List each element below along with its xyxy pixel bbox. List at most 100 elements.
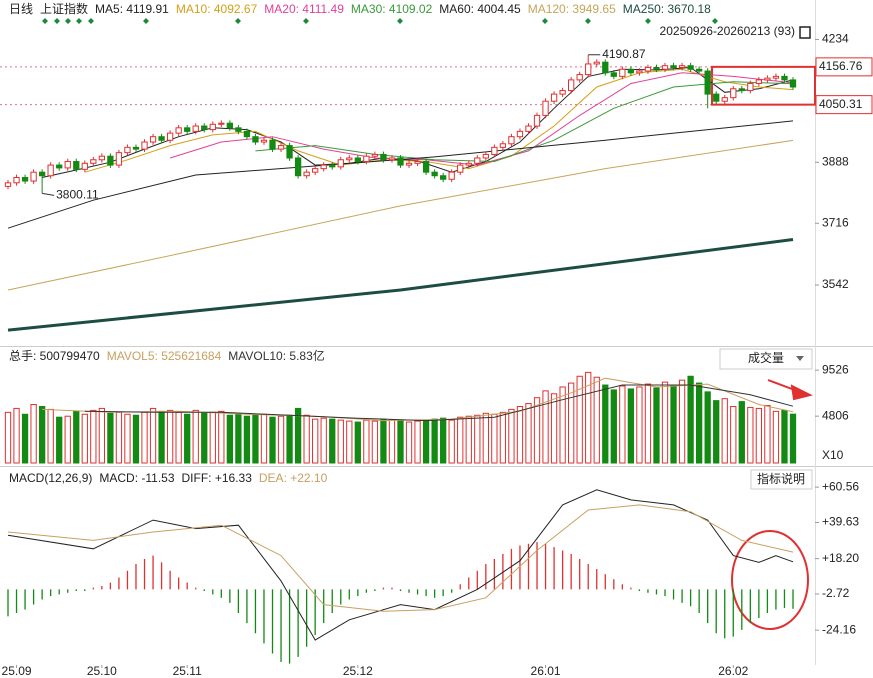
- volume-bar: [175, 411, 182, 464]
- volume-bar: [98, 407, 106, 464]
- annotation-leader: [42, 192, 55, 196]
- volume-bar: [713, 400, 720, 464]
- y-tick-label: +60.56: [822, 479, 859, 493]
- header-item: MA5: 4119.91: [95, 2, 169, 16]
- volume-dropdown-label[interactable]: 成交量: [748, 350, 784, 365]
- candle-body: [158, 136, 165, 141]
- series-line: [84, 68, 794, 173]
- header-item: DEA: +22.10: [259, 471, 328, 485]
- volume-bar: [687, 375, 694, 464]
- volume-bar: [781, 409, 788, 464]
- header-item: DIFF: +16.33: [182, 471, 253, 485]
- volume-bar: [440, 417, 447, 464]
- volume-bar: [38, 405, 46, 464]
- volume-bar: [184, 413, 191, 464]
- volume-bar: [576, 375, 583, 464]
- candle-body: [277, 145, 285, 150]
- candle-body: [175, 127, 182, 134]
- volume-bar: [90, 409, 97, 464]
- volume-bar: [115, 411, 123, 464]
- volume-bar: [354, 421, 361, 464]
- range-label: 20250926-20260213 (93): [660, 24, 795, 38]
- y-tick-label: +39.63: [822, 515, 859, 529]
- candle-body: [397, 157, 404, 166]
- volume-bar: [508, 408, 515, 464]
- candle-body: [13, 177, 20, 184]
- volume-bar: [764, 405, 771, 464]
- candle-body: [619, 68, 626, 77]
- candle-body: [695, 68, 703, 72]
- volume-bar: [201, 412, 208, 464]
- candle-body: [209, 123, 216, 131]
- y-tick-label: +18.20: [822, 551, 859, 565]
- volume-bar: [320, 417, 327, 464]
- candle-body: [184, 127, 191, 132]
- volume-bar: [294, 407, 302, 464]
- volume-bar: [218, 410, 225, 464]
- candle-body: [713, 93, 720, 102]
- volume-bar: [192, 409, 199, 464]
- candle-body: [414, 161, 421, 164]
- volume-bar: [730, 405, 737, 464]
- candle-body: [56, 164, 63, 169]
- candle-body: [661, 65, 669, 70]
- series-line: [7, 489, 794, 641]
- candle-body: [721, 97, 728, 102]
- indicator-help-button[interactable]: [750, 469, 813, 490]
- level-label: 4156.76: [819, 59, 863, 73]
- candle-body: [602, 61, 609, 74]
- candle-body: [465, 162, 472, 166]
- x-tick-label: 25.10: [87, 664, 117, 678]
- volume-bar: [602, 384, 609, 464]
- candle-body: [781, 75, 788, 81]
- volume-bar: [47, 408, 54, 464]
- volume-bar: [235, 413, 242, 464]
- candle-body: [440, 175, 447, 180]
- candle-body: [166, 132, 174, 141]
- candle-body: [269, 139, 276, 150]
- volume-dropdown[interactable]: [719, 348, 813, 370]
- candle-body: [585, 63, 592, 76]
- candle-body: [576, 74, 583, 81]
- volume-bar: [4, 411, 12, 464]
- header-item: MA120: 3949.65: [528, 2, 616, 16]
- volume-bar: [346, 420, 353, 464]
- macd-header: MACD(12,26,9) MACD: -11.53 DIFF: +16.33 DEA…: [9, 471, 328, 485]
- volume-bar: [337, 419, 344, 464]
- candle-body: [653, 66, 660, 70]
- candle-body: [559, 90, 566, 95]
- header-item: MACD: -11.53: [99, 471, 174, 485]
- series-line: [7, 139, 794, 291]
- y-tick-label: 4234: [822, 32, 849, 46]
- candle-body: [337, 159, 344, 168]
- y-tick-label: 3716: [822, 215, 849, 229]
- volume-bar: [755, 407, 763, 464]
- y-tick-label: 9526: [822, 362, 849, 376]
- indicator-help-label[interactable]: 指标说明: [757, 471, 805, 486]
- series-line: [7, 504, 794, 612]
- series-line: [84, 384, 794, 422]
- candle-body: [730, 88, 737, 99]
- volume-bar: [585, 371, 592, 464]
- volume-bar: [627, 388, 635, 464]
- volume-bar: [414, 420, 421, 464]
- candle-body: [491, 146, 498, 155]
- header-item: MA30: 4109.02: [351, 2, 433, 16]
- red-arrow: [767, 379, 813, 401]
- header-item: 总手: 500799470: [9, 349, 100, 363]
- candle-body: [64, 161, 71, 169]
- volume-bar: [21, 413, 29, 464]
- lock-icon[interactable]: [799, 26, 811, 39]
- volume-bar: [721, 398, 728, 464]
- volume-bar: [149, 407, 157, 464]
- x-tick-label: 26.01: [531, 664, 561, 678]
- volume-bar: [286, 414, 293, 464]
- volume-bar: [704, 391, 711, 464]
- candle-body: [516, 130, 524, 138]
- volume-bar: [499, 411, 507, 464]
- volume-bar: [422, 419, 430, 464]
- y-tick-label: 4806: [822, 408, 849, 422]
- volume-bar: [158, 410, 165, 464]
- candle-body: [789, 79, 797, 88]
